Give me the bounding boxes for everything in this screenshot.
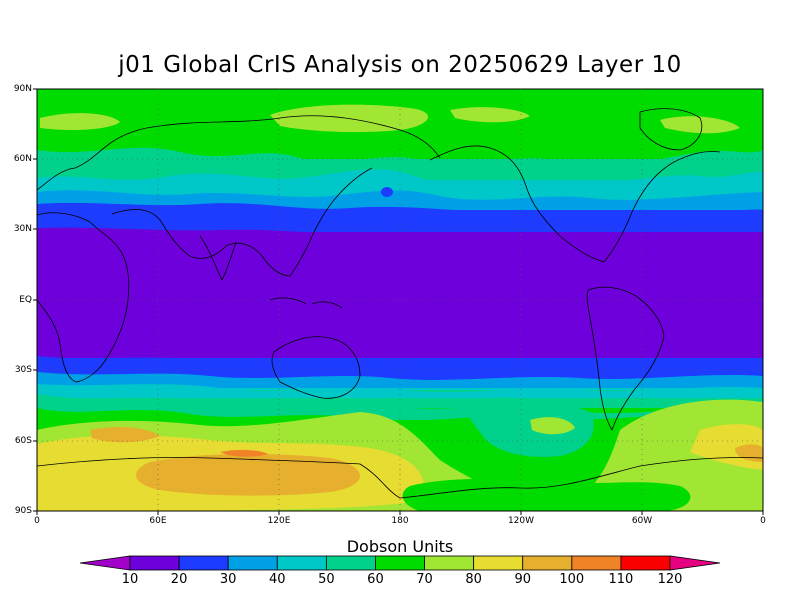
contour-north-20 xyxy=(37,227,763,250)
coast-siberia xyxy=(159,115,441,159)
colorbar-label: 70 xyxy=(416,572,433,587)
coast-antarctica xyxy=(37,457,763,499)
colorbar-label: 50 xyxy=(318,572,335,587)
coast-south-america xyxy=(586,286,665,431)
colorbar-segment xyxy=(424,555,475,571)
patch-80-arctic-2 xyxy=(40,113,120,130)
coastlines xyxy=(37,108,763,499)
colorbar-label: 110 xyxy=(608,572,634,587)
patch-80-arctic-3 xyxy=(450,107,530,123)
colorbar-segment xyxy=(227,555,278,571)
lon-label-60w: 60W xyxy=(631,516,653,526)
coast-australia xyxy=(271,336,361,399)
lat-label-90s: 90S xyxy=(14,506,32,516)
lon-label-0-west: 0 xyxy=(34,516,40,526)
coast-indonesia xyxy=(269,297,343,309)
colorbar-segment xyxy=(276,555,327,571)
colorbar-arrow-high xyxy=(669,555,721,571)
lat-label-60n: 60N xyxy=(13,154,32,164)
patch-110-south xyxy=(220,449,268,457)
colorbar-arrow-low xyxy=(79,555,131,571)
lat-label-30n: 30N xyxy=(13,224,32,234)
colorbar-segment xyxy=(129,555,180,571)
patch-100-south-2 xyxy=(90,427,160,443)
colorbar-label: 40 xyxy=(268,572,286,587)
patch-100-south xyxy=(136,453,360,496)
colorbar-label: 90 xyxy=(514,572,531,587)
lon-label-120w: 120W xyxy=(507,516,535,526)
colorbar-segment xyxy=(571,555,622,571)
patch-60-south-pacific xyxy=(466,397,594,457)
patch-30-pacific xyxy=(381,187,393,197)
colorbar-label: 20 xyxy=(170,572,188,587)
patch-80-south-pacific xyxy=(530,417,575,435)
map-title: j01 Global CrIS Analysis on 20250629 Lay… xyxy=(118,52,682,78)
coast-europe xyxy=(37,125,161,191)
patch-70-antarctic xyxy=(402,478,691,511)
colorbar-title: Dobson Units xyxy=(346,537,454,556)
lat-label-30s: 30S xyxy=(14,365,32,375)
lon-label-180: 180 xyxy=(391,516,409,526)
band-20-tropics xyxy=(37,228,763,363)
lat-label-eq: EQ xyxy=(19,295,32,305)
contour-north-60 xyxy=(37,147,763,175)
coast-north-america xyxy=(429,145,721,263)
lon-label-120e: 120E xyxy=(267,516,291,526)
tick-marks xyxy=(33,88,764,515)
contour-north-30 xyxy=(37,202,763,232)
contour-south-50 xyxy=(37,384,763,398)
lat-label-60s: 60S xyxy=(14,436,32,446)
colorbar-segment xyxy=(325,555,376,571)
gridlines xyxy=(37,89,763,511)
colorbar-label: 100 xyxy=(559,572,585,587)
lon-label-60e: 60E xyxy=(149,516,167,526)
lon-label-0-east: 0 xyxy=(760,516,766,526)
coast-africa xyxy=(37,212,130,383)
colorbar-segment xyxy=(473,555,524,571)
coast-india xyxy=(199,235,237,281)
colorbar-segment xyxy=(178,555,229,571)
colorbar-segment xyxy=(522,555,573,571)
colorbar xyxy=(79,555,721,571)
colorbar-segment xyxy=(620,555,671,571)
coast-greenland xyxy=(639,108,703,151)
lat-label-90n: 90N xyxy=(13,84,32,94)
colorbar-label: 30 xyxy=(219,572,237,587)
colorbar-label: 10 xyxy=(121,572,139,587)
coast-asia xyxy=(111,167,373,277)
colorbar-segment xyxy=(375,555,425,571)
colorbar-label: 120 xyxy=(657,572,683,587)
patch-80-arctic-4 xyxy=(660,116,740,134)
contour-south-30 xyxy=(37,356,763,380)
colorbar-label: 60 xyxy=(367,572,384,587)
colorbar-label: 80 xyxy=(465,572,482,587)
